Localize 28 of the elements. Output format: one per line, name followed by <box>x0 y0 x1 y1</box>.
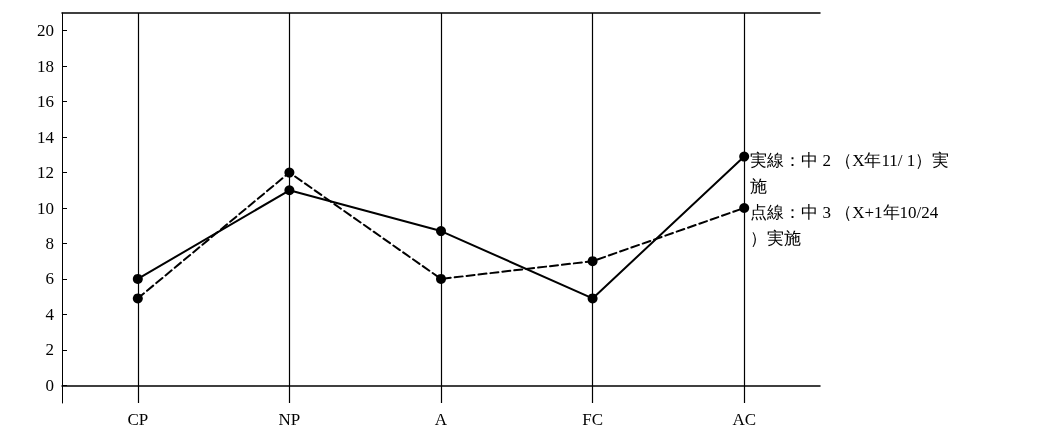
y-tick-label: 4 <box>45 304 55 324</box>
point <box>436 226 446 237</box>
point <box>284 185 295 196</box>
y-tick-label: 18 <box>37 56 54 76</box>
series-label: 点線：中 3 （X+1年10/24）実施 <box>750 202 939 248</box>
point <box>132 293 143 304</box>
point <box>284 167 295 178</box>
y-tick-label: 0 <box>45 375 54 395</box>
point <box>587 293 598 304</box>
point <box>587 256 598 267</box>
x-tick-label: CP <box>127 410 149 429</box>
y-tick-label: 6 <box>45 269 54 289</box>
y-tick-label: 10 <box>37 198 54 218</box>
y-tick-label: 20 <box>37 21 54 41</box>
x-tick-label: FC <box>582 410 603 429</box>
x-tick-label: AC <box>732 410 757 429</box>
y-tick-label: 2 <box>45 340 54 360</box>
point <box>436 273 446 284</box>
series-label: 実線：中 2 （X年11/ 1）実施 <box>750 151 950 197</box>
y-tick-label: 8 <box>45 233 54 253</box>
point <box>739 151 750 162</box>
y-tick-label: 14 <box>37 127 55 147</box>
x-tick-label: A <box>434 410 448 429</box>
y-tick-label: 12 <box>37 163 54 183</box>
point <box>132 273 143 284</box>
point <box>739 203 750 213</box>
y-tick-label: 16 <box>37 92 54 112</box>
x-tick-label: NP <box>278 410 301 429</box>
